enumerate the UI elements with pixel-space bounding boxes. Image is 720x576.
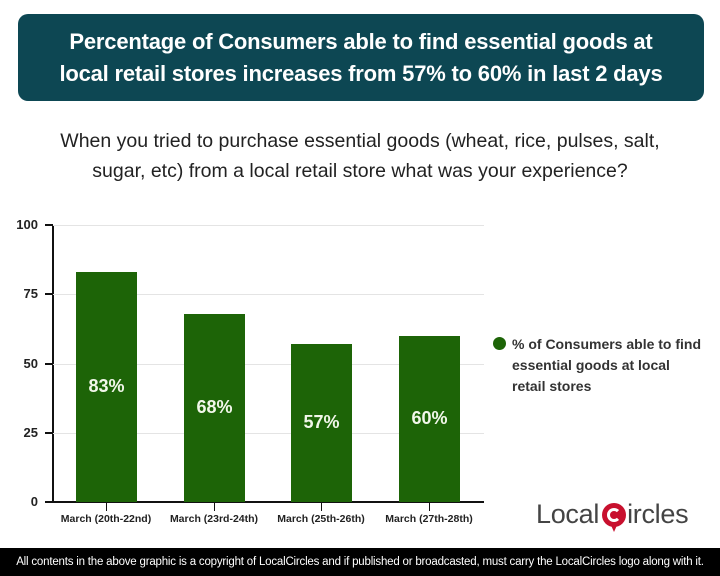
- question-line-1: When you tried to purchase essential goo…: [60, 130, 660, 152]
- bar: [291, 344, 352, 502]
- bar: [184, 313, 245, 502]
- gridline: [53, 432, 484, 434]
- y-tick: [45, 362, 53, 365]
- x-tick-label: March (25th-26th): [277, 513, 365, 525]
- legend-label: % of Consumers able to find essential go…: [512, 336, 702, 394]
- y-tick-label: 0: [30, 494, 38, 509]
- x-tick: [429, 503, 430, 511]
- y-tick-label: 50: [23, 355, 38, 371]
- gridline: [53, 225, 484, 226]
- bar-value-label: 57%: [303, 412, 340, 433]
- location-pin-c-icon: [602, 503, 627, 532]
- x-tick: [321, 503, 322, 511]
- x-tick-label: March (27th-28th): [385, 513, 473, 525]
- bar: [76, 272, 137, 502]
- bar: [399, 335, 460, 502]
- title-line-2: local retail stores increases from 57% t…: [59, 60, 663, 86]
- y-tick-label: 100: [16, 217, 38, 232]
- bar-value-label: 68%: [196, 396, 233, 417]
- logo-text-ircles: ircles: [627, 498, 689, 529]
- title-banner: Percentage of Consumers able to find ess…: [18, 14, 704, 101]
- x-tick: [214, 503, 215, 511]
- legend-marker-icon: [493, 337, 506, 350]
- y-tick-label: 75: [23, 286, 38, 302]
- x-tick: [106, 503, 107, 511]
- y-tick-label: 25: [23, 424, 38, 440]
- y-tick: [45, 224, 53, 226]
- y-tick: [45, 431, 53, 434]
- copyright-footer: All contents in the above graphic is a c…: [0, 548, 720, 576]
- copyright-text: All contents in the above graphic is a c…: [16, 556, 704, 568]
- bar-value-label: 83%: [88, 376, 125, 397]
- gridline: [53, 294, 484, 296]
- x-axis: [52, 501, 484, 503]
- title-line-1: Percentage of Consumers able to find ess…: [69, 28, 653, 54]
- x-tick-label: March (20th-22nd): [60, 513, 152, 525]
- gridline: [53, 363, 484, 365]
- chart-legend: % of Consumers able to find essential go…: [493, 334, 718, 397]
- localcircles-logo: Local ircles: [536, 496, 689, 532]
- y-tick: [45, 501, 53, 503]
- question-line-2: sugar, etc) from a local retail store wh…: [92, 160, 628, 182]
- survey-question: When you tried to purchase essential goo…: [0, 126, 720, 186]
- y-tick: [45, 293, 53, 296]
- x-tick-label: March (23rd-24th): [169, 513, 259, 525]
- bar-value-label: 60%: [411, 407, 448, 428]
- logo-text-local: Local: [536, 498, 600, 529]
